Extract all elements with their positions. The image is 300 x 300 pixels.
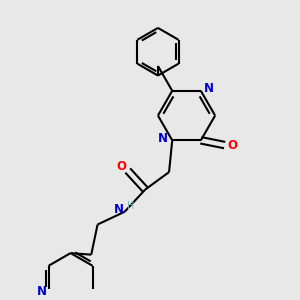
- Text: H: H: [127, 201, 134, 211]
- Text: N: N: [158, 132, 168, 145]
- Text: O: O: [116, 160, 126, 173]
- Text: N: N: [204, 82, 214, 95]
- Text: N: N: [37, 285, 46, 298]
- Text: N: N: [114, 203, 124, 216]
- Text: O: O: [228, 139, 238, 152]
